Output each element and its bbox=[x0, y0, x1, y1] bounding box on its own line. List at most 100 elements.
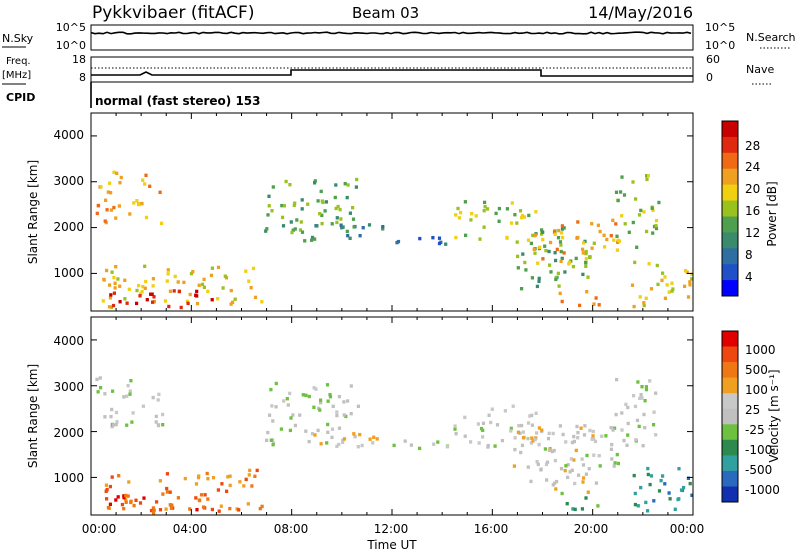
colorbar-swatch bbox=[722, 377, 738, 394]
heatmap-cell bbox=[337, 394, 341, 399]
heatmap-cell bbox=[497, 206, 501, 211]
heatmap-cell bbox=[105, 208, 109, 212]
heatmap-cell bbox=[615, 377, 619, 382]
heatmap-cell bbox=[134, 498, 138, 502]
velocity-cbar-tick-25: 25 bbox=[745, 403, 760, 417]
heatmap-cell bbox=[520, 213, 524, 218]
heatmap-cell bbox=[135, 288, 139, 293]
heatmap-cell bbox=[381, 227, 385, 231]
heatmap-cell bbox=[636, 504, 640, 508]
heatmap-cell bbox=[553, 458, 557, 463]
heatmap-cell bbox=[335, 444, 339, 448]
heatmap-cell bbox=[418, 236, 422, 241]
heatmap-cell bbox=[221, 286, 225, 290]
heatmap-cell bbox=[544, 462, 549, 467]
heatmap-cell bbox=[114, 498, 118, 502]
heatmap-cell bbox=[128, 212, 132, 216]
heatmap-cell bbox=[530, 436, 534, 440]
heatmap-cell bbox=[271, 185, 275, 189]
heatmap-cell bbox=[310, 238, 314, 242]
heatmap-cell bbox=[120, 502, 124, 507]
heatmap-cell bbox=[483, 200, 487, 205]
heatmap-cell bbox=[265, 227, 269, 231]
heatmap-cell bbox=[314, 387, 318, 391]
heatmap-cell bbox=[288, 428, 292, 433]
heatmap-cell bbox=[141, 178, 145, 182]
heatmap-cell bbox=[671, 287, 675, 291]
heatmap-cell bbox=[544, 248, 548, 253]
heatmap-cell bbox=[578, 303, 582, 308]
heatmap-cell bbox=[289, 416, 293, 420]
heatmap-cell bbox=[586, 490, 590, 494]
heatmap-cell bbox=[454, 432, 458, 436]
heatmap-cell bbox=[588, 428, 592, 433]
heatmap-cell bbox=[432, 442, 436, 446]
heatmap-cell bbox=[679, 488, 684, 492]
heatmap-cell bbox=[641, 444, 645, 448]
heatmap-cell bbox=[110, 270, 114, 274]
heatmap-cell bbox=[585, 453, 589, 458]
heatmap-cell bbox=[615, 452, 619, 457]
heatmap-cell bbox=[639, 393, 643, 397]
heatmap-cell bbox=[470, 212, 474, 216]
velocity-cbar-tick-500: 500 bbox=[745, 363, 768, 377]
heatmap-cell bbox=[536, 261, 540, 265]
heatmap-cell bbox=[549, 240, 553, 245]
heatmap-cell bbox=[459, 210, 463, 215]
heatmap-cell bbox=[160, 221, 164, 225]
heatmap-cell bbox=[477, 441, 481, 445]
heatmap-cell bbox=[108, 484, 112, 489]
heatmap-cell bbox=[661, 271, 665, 275]
heatmap-cell bbox=[200, 282, 205, 287]
heatmap-cell bbox=[249, 286, 253, 290]
heatmap-cell bbox=[355, 177, 359, 182]
heatmap-cell bbox=[513, 213, 517, 217]
power-colorbar bbox=[721, 120, 739, 297]
heatmap-cell bbox=[533, 233, 537, 237]
heatmap-cell bbox=[129, 499, 133, 503]
colorbar-swatch bbox=[722, 184, 738, 201]
heatmap-cell bbox=[649, 474, 654, 478]
heatmap-cell bbox=[291, 413, 295, 417]
heatmap-cell bbox=[161, 412, 165, 417]
heatmap-cell bbox=[104, 198, 108, 202]
heatmap-cell bbox=[663, 482, 667, 486]
heatmap-cell bbox=[590, 437, 594, 441]
heatmap-cell bbox=[584, 472, 588, 476]
heatmap-cell bbox=[125, 423, 129, 427]
heatmap-cell bbox=[584, 249, 588, 254]
heatmap-cell bbox=[535, 431, 539, 435]
heatmap-cell bbox=[616, 198, 620, 203]
heatmap-cell bbox=[615, 234, 619, 238]
heatmap-cell bbox=[566, 475, 570, 480]
colorbar-swatch bbox=[722, 331, 738, 347]
heatmap-cell bbox=[151, 277, 155, 281]
xtick-2400: 00:00 bbox=[670, 522, 705, 536]
nsky-trace bbox=[90, 31, 692, 35]
heatmap-cell bbox=[265, 438, 269, 442]
heatmap-cell bbox=[320, 213, 324, 217]
heatmap-cell bbox=[600, 434, 604, 438]
heatmap-cell bbox=[528, 414, 532, 418]
heatmap-cell bbox=[291, 228, 295, 232]
heatmap-cell bbox=[592, 302, 596, 306]
heatmap-cell bbox=[520, 287, 524, 291]
heatmap-cell bbox=[216, 488, 220, 492]
heatmap-cell bbox=[646, 509, 650, 513]
heatmap-cell bbox=[571, 264, 575, 269]
heatmap-cell bbox=[559, 249, 563, 254]
heatmap-cell bbox=[535, 284, 539, 289]
velocity-ytick-2000: 2000 bbox=[53, 426, 84, 440]
heatmap-cell bbox=[229, 302, 233, 306]
heatmap-cell bbox=[521, 252, 525, 256]
heatmap-cell bbox=[476, 422, 480, 426]
heatmap-cell bbox=[516, 254, 520, 259]
heatmap-cell bbox=[543, 244, 547, 248]
heatmap-cell bbox=[531, 439, 535, 443]
heatmap-cell bbox=[119, 175, 123, 180]
heatmap-cell bbox=[152, 295, 156, 299]
heatmap-cell bbox=[527, 213, 531, 218]
heatmap-cell bbox=[644, 387, 649, 392]
heatmap-cell bbox=[247, 279, 251, 283]
heatmap-cell bbox=[551, 431, 555, 436]
